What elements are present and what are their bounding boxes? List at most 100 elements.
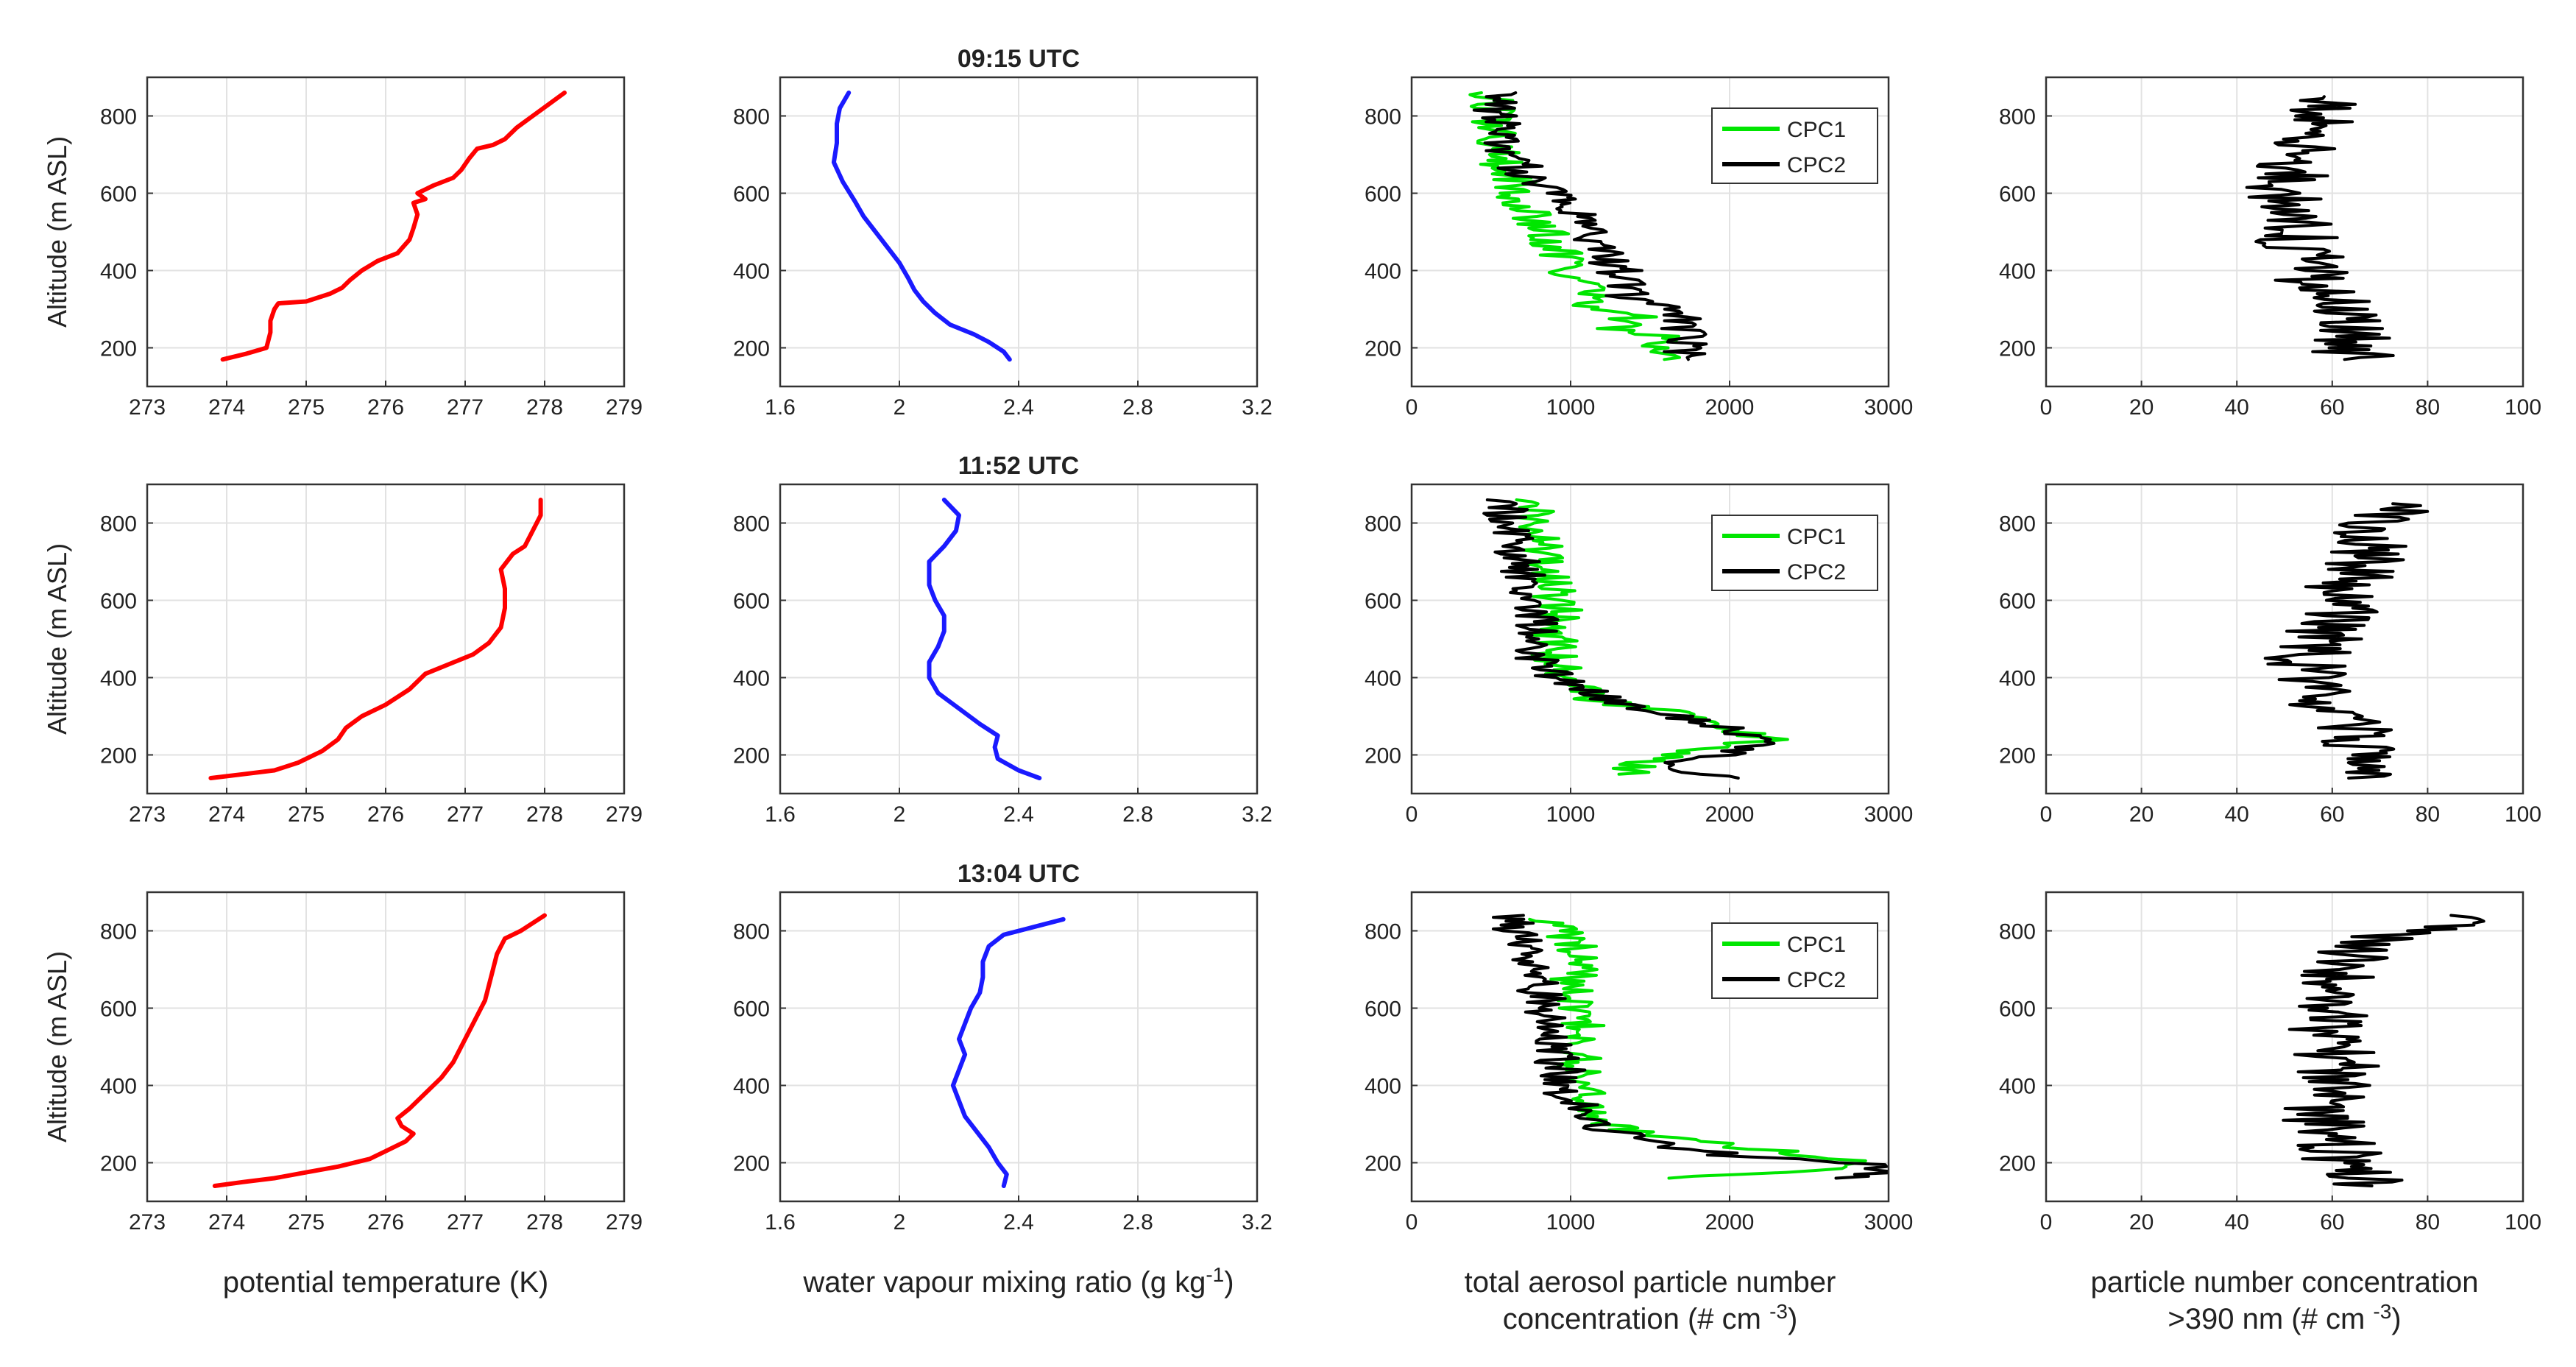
y-tick-label: 600: [1999, 590, 2036, 614]
x-tick-label: 0: [2040, 395, 2053, 420]
x-tick-label: 3.2: [1242, 802, 1273, 827]
y-tick-label: 800: [1365, 512, 1401, 537]
series-line-mixing-ratio: [831, 91, 1012, 362]
x-tick-label: 2.8: [1122, 1210, 1153, 1234]
series-line-mixing-ratio: [927, 498, 1042, 780]
y-tick-label: 400: [100, 667, 137, 691]
panel-r3-c1: 273 274 275 276 277 278 279 200 400 600 800 Altitud…: [42, 891, 643, 1234]
axis-frame: [1410, 483, 1890, 795]
x-tick-label: 2.4: [1003, 395, 1034, 420]
x-tick-label: 274: [208, 1210, 245, 1234]
y-tick-label: 600: [733, 590, 770, 614]
y-tick-label: 400: [100, 1075, 137, 1099]
x-tick-label: 3000: [1864, 1210, 1914, 1234]
panel-r2-c1: 273 274 275 276 277 278 279 200 400 600 800 Altitud…: [42, 483, 643, 827]
x-tick-label: 279: [606, 395, 643, 420]
x-tick-label: 273: [129, 395, 166, 420]
x-tick-label: 20: [2129, 802, 2154, 827]
panel-r2-c4: 0 20 40 60 80 100 200 400 600 800: [1999, 483, 2541, 827]
y-tick-label: 800: [100, 105, 137, 130]
x-tick-label: 40: [2225, 802, 2249, 827]
y-tick-label: 200: [100, 744, 137, 769]
x-tick-label: 20: [2129, 395, 2154, 420]
series-group: [2263, 502, 2430, 780]
column-x-label-1-line-1: potential temperature (K): [223, 1266, 548, 1299]
column-x-label-3-line-2: concentration (# cm -3): [1503, 1300, 1798, 1335]
y-tick-label: 200: [1365, 337, 1401, 361]
column-x-label-2-line-1: water vapour mixing ratio (g kg-1): [802, 1263, 1234, 1299]
panel-grid: 273 274 275 276 277 278 279200400600800Altitud…: [42, 45, 2541, 1234]
series-line-n-390nm: [2282, 914, 2485, 1187]
legend-label-cpc2: CPC2: [1787, 968, 1846, 992]
series-group: [2282, 914, 2485, 1187]
x-tick-label: 277: [447, 1210, 484, 1234]
x-tick-label: 2.8: [1122, 395, 1153, 420]
y-tick-label: 600: [1365, 590, 1401, 614]
x-tick-label: 100: [2505, 1210, 2541, 1234]
series-line-cpc2: [1472, 91, 1708, 361]
legend-box: [1711, 515, 1878, 591]
x-tick-label: 2: [894, 395, 906, 420]
x-tick-label: 60: [2320, 395, 2344, 420]
x-tick-label: 277: [447, 395, 484, 420]
y-axis-label: Altitude (m ASL): [42, 543, 72, 735]
y-tick-label: 400: [1999, 1075, 2036, 1099]
legend-label-cpc2: CPC2: [1787, 153, 1846, 177]
x-tick-label: 3000: [1864, 802, 1914, 827]
x-tick-label: 2: [894, 1210, 906, 1234]
x-tick-label: 3000: [1864, 395, 1914, 420]
panel-r3-c2: 1.6 2 2.4 2.8 3.2 200 400 600 800 13:04 UTC: [733, 860, 1273, 1234]
x-tick-label: 278: [526, 1210, 563, 1234]
y-tick-label: 200: [1365, 1152, 1401, 1176]
y-tick-label: 600: [100, 590, 137, 614]
x-tick-label: 1000: [1546, 1210, 1596, 1234]
legend: CPC1 CPC2: [1711, 107, 1878, 184]
y-tick-label: 800: [1999, 920, 2036, 944]
y-tick-label: 600: [1999, 183, 2036, 207]
y-tick-label: 800: [100, 512, 137, 537]
legend-box: [1711, 107, 1878, 184]
x-tick-label: 0: [2040, 802, 2053, 827]
y-tick-label: 200: [1999, 1152, 2036, 1176]
series-group: [1491, 914, 1889, 1180]
series-group: [1468, 91, 1708, 361]
x-tick-label: 3.2: [1242, 395, 1273, 420]
legend-box: [1711, 922, 1878, 999]
y-tick-label: 400: [100, 260, 137, 284]
x-tick-label: 60: [2320, 802, 2344, 827]
x-tick-label: 0: [1406, 802, 1418, 827]
y-tick-label: 400: [733, 1075, 770, 1099]
panel-title: 09:15 UTC: [958, 45, 1080, 73]
y-tick-label: 600: [733, 183, 770, 207]
series-line-cpc2: [1491, 914, 1889, 1180]
axis-frame: [2045, 76, 2524, 388]
legend: CPC1 CPC2: [1711, 515, 1878, 591]
legend-label-cpc1: CPC1: [1787, 525, 1846, 549]
legend-label-cpc2: CPC2: [1787, 560, 1846, 584]
column-x-label-3-line-1: total aerosol particle number: [1465, 1266, 1836, 1299]
series-line-theta: [212, 913, 547, 1188]
y-tick-label: 200: [733, 744, 770, 769]
series-line-cpc1: [1512, 498, 1789, 776]
x-tick-label: 100: [2505, 395, 2541, 420]
series-line-cpc2: [1482, 498, 1776, 780]
legend-label-cpc1: CPC1: [1787, 933, 1846, 957]
x-tick-label: 279: [606, 802, 643, 827]
series-group: [927, 498, 1042, 780]
x-tick-label: 0: [1406, 1210, 1418, 1234]
y-tick-label: 200: [100, 1152, 137, 1176]
y-tick-label: 800: [100, 920, 137, 944]
x-tick-label: 277: [447, 802, 484, 827]
axis-frame: [1410, 891, 1890, 1203]
panel-r2-c3: 0 1000 2000 3000 200 400 600 800 CPC1 CPC2: [1365, 483, 1914, 827]
x-tick-label: 60: [2320, 1210, 2344, 1234]
x-tick-label: 20: [2129, 1210, 2154, 1234]
x-tick-label: 100: [2505, 802, 2541, 827]
y-axis-label: Altitude (m ASL): [42, 951, 72, 1142]
x-tick-label: 0: [1406, 395, 1418, 420]
x-tick-label: 3.2: [1242, 1210, 1273, 1234]
x-tick-label: 0: [2040, 1210, 2053, 1234]
y-tick-label: 400: [733, 667, 770, 691]
y-tick-label: 400: [733, 260, 770, 284]
